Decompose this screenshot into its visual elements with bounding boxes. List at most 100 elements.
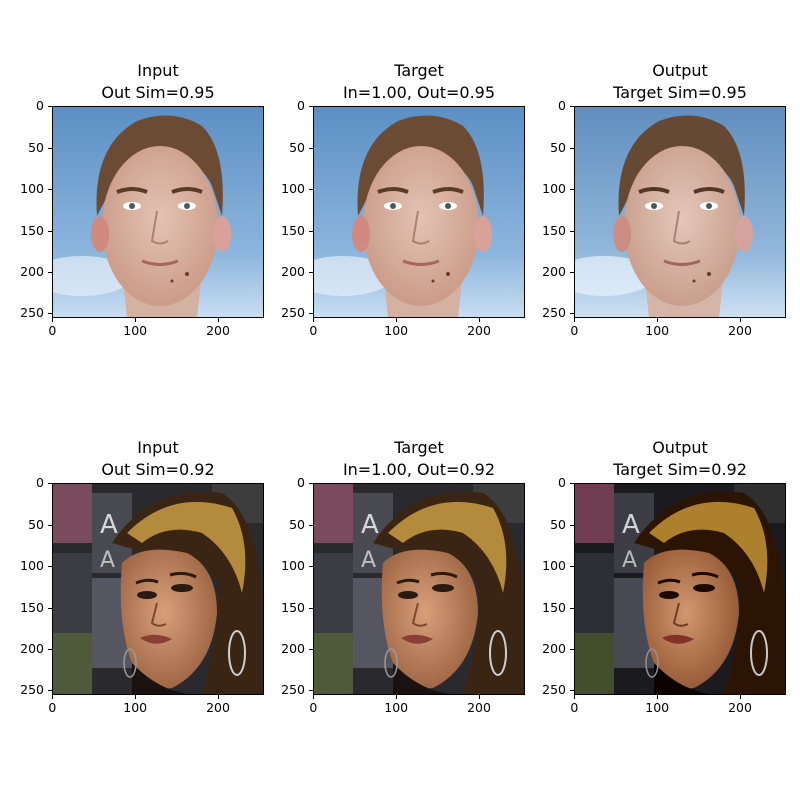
y-tick-label: 100 [20,181,44,197]
y-tick-mark [309,147,313,149]
panel-title: Output Target Sim=0.92 [550,437,800,481]
y-tick-mark [309,230,313,232]
input-image: A A [52,483,264,695]
x-tick-label: 100 [645,700,670,715]
y-tick-label: 50 [289,139,305,155]
y-tick-mark [48,272,52,274]
panel-title-line1: Target [394,61,444,80]
y-tick-mark [309,106,313,108]
y-tick-mark [309,272,313,274]
y-tick-label: 250 [20,305,44,321]
panel-title-line1: Input [137,438,179,457]
y-tick-label: 100 [542,558,566,574]
y-tick-mark [570,147,574,149]
y-tick-label: 0 [297,475,305,491]
input-image [52,106,264,318]
y-tick-mark [570,649,574,651]
x-tick-label: 0 [570,323,579,338]
x-tick-mark [135,695,137,699]
x-tick-mark [52,318,54,322]
x-tick-label: 0 [570,700,579,715]
y-tick-label: 150 [281,222,305,238]
y-tick-mark [48,607,52,609]
target-image [313,106,525,318]
y-tick-mark [48,566,52,568]
x-tick-mark [135,318,137,322]
y-tick-mark [570,313,574,315]
y-tick-label: 50 [550,516,566,532]
x-tick-mark [218,318,220,322]
y-tick-mark [570,566,574,568]
y-tick-label: 50 [28,516,44,532]
y-tick-label: 200 [20,641,44,657]
y-tick-label: 250 [542,305,566,321]
panel-title: Output Target Sim=0.95 [550,60,800,104]
y-tick-mark [570,483,574,485]
y-tick-mark [48,106,52,108]
x-tick-label: 100 [645,323,670,338]
y-tick-mark [309,313,313,315]
panel-title-line2: Out Sim=0.95 [101,83,215,102]
y-tick-label: 200 [281,264,305,280]
x-tick-mark [574,318,576,322]
panel-title-line1: Input [137,61,179,80]
x-tick-mark [313,318,315,322]
y-tick-label: 50 [289,516,305,532]
y-tick-mark [570,230,574,232]
y-tick-label: 0 [36,475,44,491]
y-tick-mark [570,524,574,526]
y-tick-mark [48,524,52,526]
panel-title: Target In=1.00, Out=0.92 [289,437,549,481]
x-tick-mark [313,695,315,699]
y-tick-mark [48,483,52,485]
svg-text:A: A [361,548,376,573]
panel-title-line1: Target [394,438,444,457]
y-tick-mark [570,272,574,274]
panel-title-line2: In=1.00, Out=0.92 [342,460,496,479]
y-tick-label: 150 [542,599,566,615]
y-tick-label: 0 [558,98,566,114]
y-tick-label: 100 [20,558,44,574]
x-tick-label: 100 [123,700,148,715]
y-tick-mark [309,607,313,609]
y-tick-mark [309,566,313,568]
panel-title-line2: Target Sim=0.95 [613,83,747,102]
x-tick-mark [479,695,481,699]
x-tick-mark [52,695,54,699]
x-tick-label: 200 [728,700,752,715]
panel-title-line2: Target Sim=0.92 [613,460,747,479]
x-tick-label: 200 [206,323,230,338]
x-tick-label: 0 [48,323,57,338]
panel-title-line2: In=1.00, Out=0.95 [342,83,496,102]
x-tick-mark [479,318,481,322]
y-tick-mark [570,189,574,191]
x-tick-mark [657,695,659,699]
y-tick-mark [570,106,574,108]
y-tick-mark [309,690,313,692]
y-tick-mark [309,189,313,191]
y-tick-label: 100 [281,181,305,197]
svg-text:A: A [361,510,379,540]
x-tick-mark [218,695,220,699]
y-tick-label: 0 [297,98,305,114]
y-tick-label: 200 [281,641,305,657]
y-tick-label: 0 [558,475,566,491]
x-tick-label: 200 [467,323,491,338]
svg-text:A: A [100,510,118,540]
y-tick-mark [309,649,313,651]
y-tick-label: 200 [20,264,44,280]
x-tick-mark [574,695,576,699]
panel-title-line1: Output [652,438,708,457]
panel-title: Target In=1.00, Out=0.95 [289,60,549,104]
y-tick-mark [570,607,574,609]
y-tick-label: 250 [281,305,305,321]
x-tick-label: 0 [48,700,57,715]
x-tick-label: 200 [467,700,491,715]
y-tick-label: 100 [281,558,305,574]
output-image: A A [574,483,786,695]
y-tick-label: 150 [281,599,305,615]
y-tick-mark [48,230,52,232]
y-tick-label: 150 [542,222,566,238]
x-tick-mark [657,318,659,322]
x-tick-mark [740,318,742,322]
